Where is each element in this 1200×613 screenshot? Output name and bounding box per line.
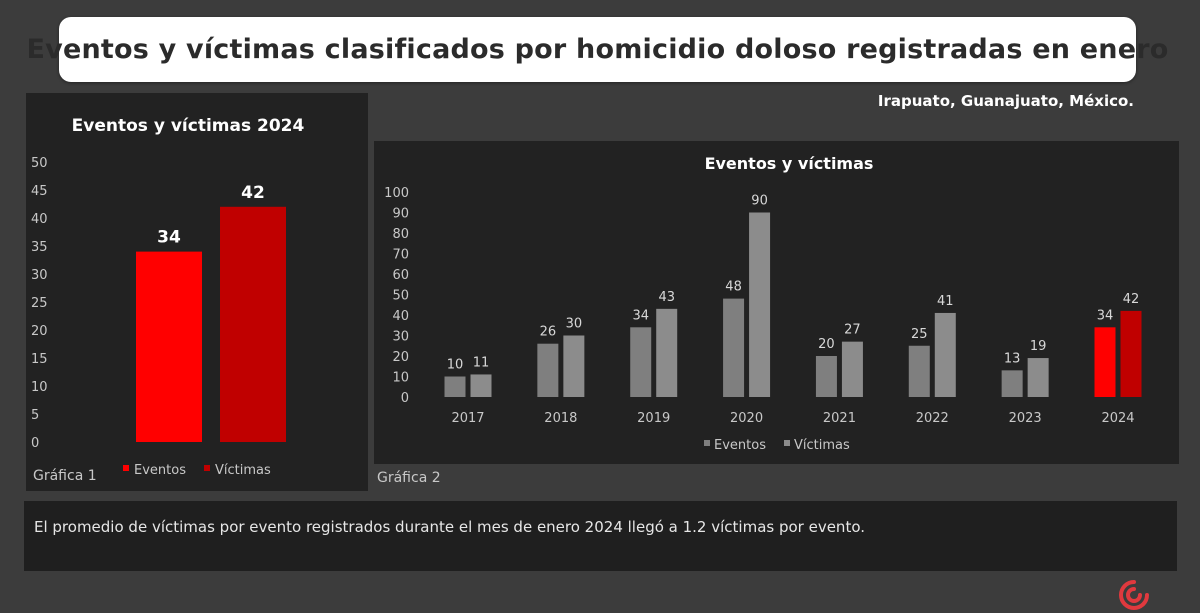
chart2-x-tick-label: 2024 (1101, 411, 1134, 426)
chart2-x-tick-label: 2018 (544, 411, 577, 426)
chart2-x-tick-label: 2020 (730, 411, 763, 426)
chart2-data-label: 43 (658, 290, 675, 305)
chart2-data-label: 11 (473, 355, 490, 370)
chart2-bar-víctimas-2023 (1027, 358, 1049, 397)
chart2-bar-eventos-2019 (630, 327, 652, 397)
chart1-y-tick-label: 30 (31, 268, 48, 283)
chart2-data-label: 41 (937, 294, 954, 309)
chart-2024: Eventos y víctimas 2024 0 5 10 15 20 25 30 35 40 4… (31, 116, 305, 478)
chart1-y-tick-label: 10 (31, 380, 48, 395)
page-title: Eventos y víctimas clasificados por homi… (26, 34, 1169, 65)
chart2-data-label: 34 (632, 308, 649, 323)
chart-history: Eventos y víctimas 0 10 20 30 40 50 60 70 80 90 100… (384, 154, 1142, 453)
chart2-y-tick-label: 20 (392, 350, 409, 365)
chart2-bar-víctimas-2022 (934, 312, 956, 397)
chart1-data-label: 34 (157, 228, 181, 248)
chart1-caption: Gráfica 1 (33, 468, 97, 484)
chart2-bar-eventos-2021 (815, 356, 837, 397)
chart2-y-tick-label: 90 (392, 207, 409, 222)
chart2-bar-víctimas-2020 (749, 212, 771, 397)
chart2-data-label: 20 (818, 337, 835, 352)
chart2-bar-eventos-2018 (537, 343, 559, 397)
chart2-title: Eventos y víctimas (705, 154, 874, 173)
chart2-y-tick-label: 100 (384, 186, 409, 201)
chart2-bar-eventos-2023 (1001, 370, 1023, 397)
chart2-bar-eventos-2022 (908, 345, 930, 397)
chart1-y-tick-label: 35 (31, 240, 48, 255)
chart2-x-tick-label: 2021 (823, 411, 856, 426)
chart1-y-tick-label: 25 (31, 296, 48, 311)
chart2-data-label: 30 (566, 317, 583, 332)
chart2-y-tick-label: 40 (392, 309, 409, 324)
summary-text: El promedio de víctimas por evento regis… (34, 518, 866, 536)
chart2-bar-eventos-2017 (444, 376, 466, 397)
chart1-bar-víctimas (220, 206, 286, 442)
chart-history-panel: Eventos y víctimas 0 10 20 30 40 50 60 70 80 90 100… (374, 141, 1179, 464)
chart1-y-tick-label: 0 (31, 436, 39, 451)
chart1-y-tick-label: 20 (31, 324, 48, 339)
chart2-bar-eventos-2020 (723, 298, 745, 397)
chart2-bar-víctimas-2018 (563, 335, 585, 397)
chart2-bar-víctimas-2019 (656, 308, 678, 397)
chart2-data-label: 10 (447, 358, 464, 373)
title-banner: Eventos y víctimas clasificados por homi… (27, 17, 1168, 82)
chart2-x-tick-label: 2023 (1009, 411, 1042, 426)
chart1-legend-label: Víctimas (215, 463, 271, 478)
chart2-data-label: 34 (1097, 308, 1114, 323)
chart2-caption: Gráfica 2 (377, 470, 441, 486)
chart1-y-tick-label: 40 (31, 212, 48, 227)
chart2-legend-swatch (784, 440, 790, 446)
chart2-y-tick-label: 10 (392, 371, 409, 386)
chart-2024-panel: Eventos y víctimas 2024 0 5 10 15 20 25 30 35 40 4… (26, 93, 368, 491)
chart2-data-label: 90 (751, 194, 768, 209)
chart1-bar-eventos (136, 251, 202, 442)
chart2-legend-swatch (704, 440, 710, 446)
chart2-data-label: 13 (1004, 351, 1021, 366)
chart2-y-tick-label: 0 (401, 391, 409, 406)
chart2-x-tick-label: 2019 (637, 411, 670, 426)
chart2-y-tick-label: 80 (392, 227, 409, 242)
chart2-y-tick-label: 60 (392, 268, 409, 283)
chart2-x-tick-label: 2022 (916, 411, 949, 426)
chart1-title: Eventos y víctimas 2024 (72, 116, 305, 136)
chart2-y-tick-label: 30 (392, 330, 409, 345)
chart1-y-tick-label: 15 (31, 352, 48, 367)
chart2-bar-víctimas-2024 (1120, 310, 1142, 397)
chart2-data-label: 25 (911, 327, 928, 342)
chart2-data-label: 27 (844, 323, 861, 338)
location-label: Irapuato, Guanajuato, México. (877, 92, 1134, 110)
chart2-legend-label: Eventos (714, 438, 766, 453)
chart2-legend-label: Víctimas (794, 438, 850, 453)
chart1-legend-swatch (204, 465, 210, 471)
summary-note: El promedio de víctimas por evento regis… (24, 501, 1177, 571)
chart2-data-label: 26 (540, 325, 557, 340)
chart1-y-tick-label: 50 (31, 156, 48, 171)
brand-swirl-icon (1119, 580, 1149, 610)
chart1-legend-label: Eventos (134, 463, 186, 478)
chart2-x-tick-label: 2017 (451, 411, 484, 426)
chart2-bar-eventos-2024 (1094, 327, 1116, 397)
chart2-data-label: 19 (1030, 339, 1047, 354)
chart1-y-tick-label: 45 (31, 184, 48, 199)
chart2-y-tick-label: 50 (392, 289, 409, 304)
chart2-y-tick-label: 70 (392, 248, 409, 263)
chart2-data-label: 48 (725, 280, 742, 295)
chart1-data-label: 42 (241, 183, 265, 203)
chart1-y-tick-label: 5 (31, 408, 39, 423)
chart2-bar-víctimas-2017 (470, 374, 492, 397)
chart1-legend-swatch (123, 465, 129, 471)
chart2-data-label: 42 (1123, 292, 1140, 307)
chart2-bar-víctimas-2021 (841, 341, 863, 397)
